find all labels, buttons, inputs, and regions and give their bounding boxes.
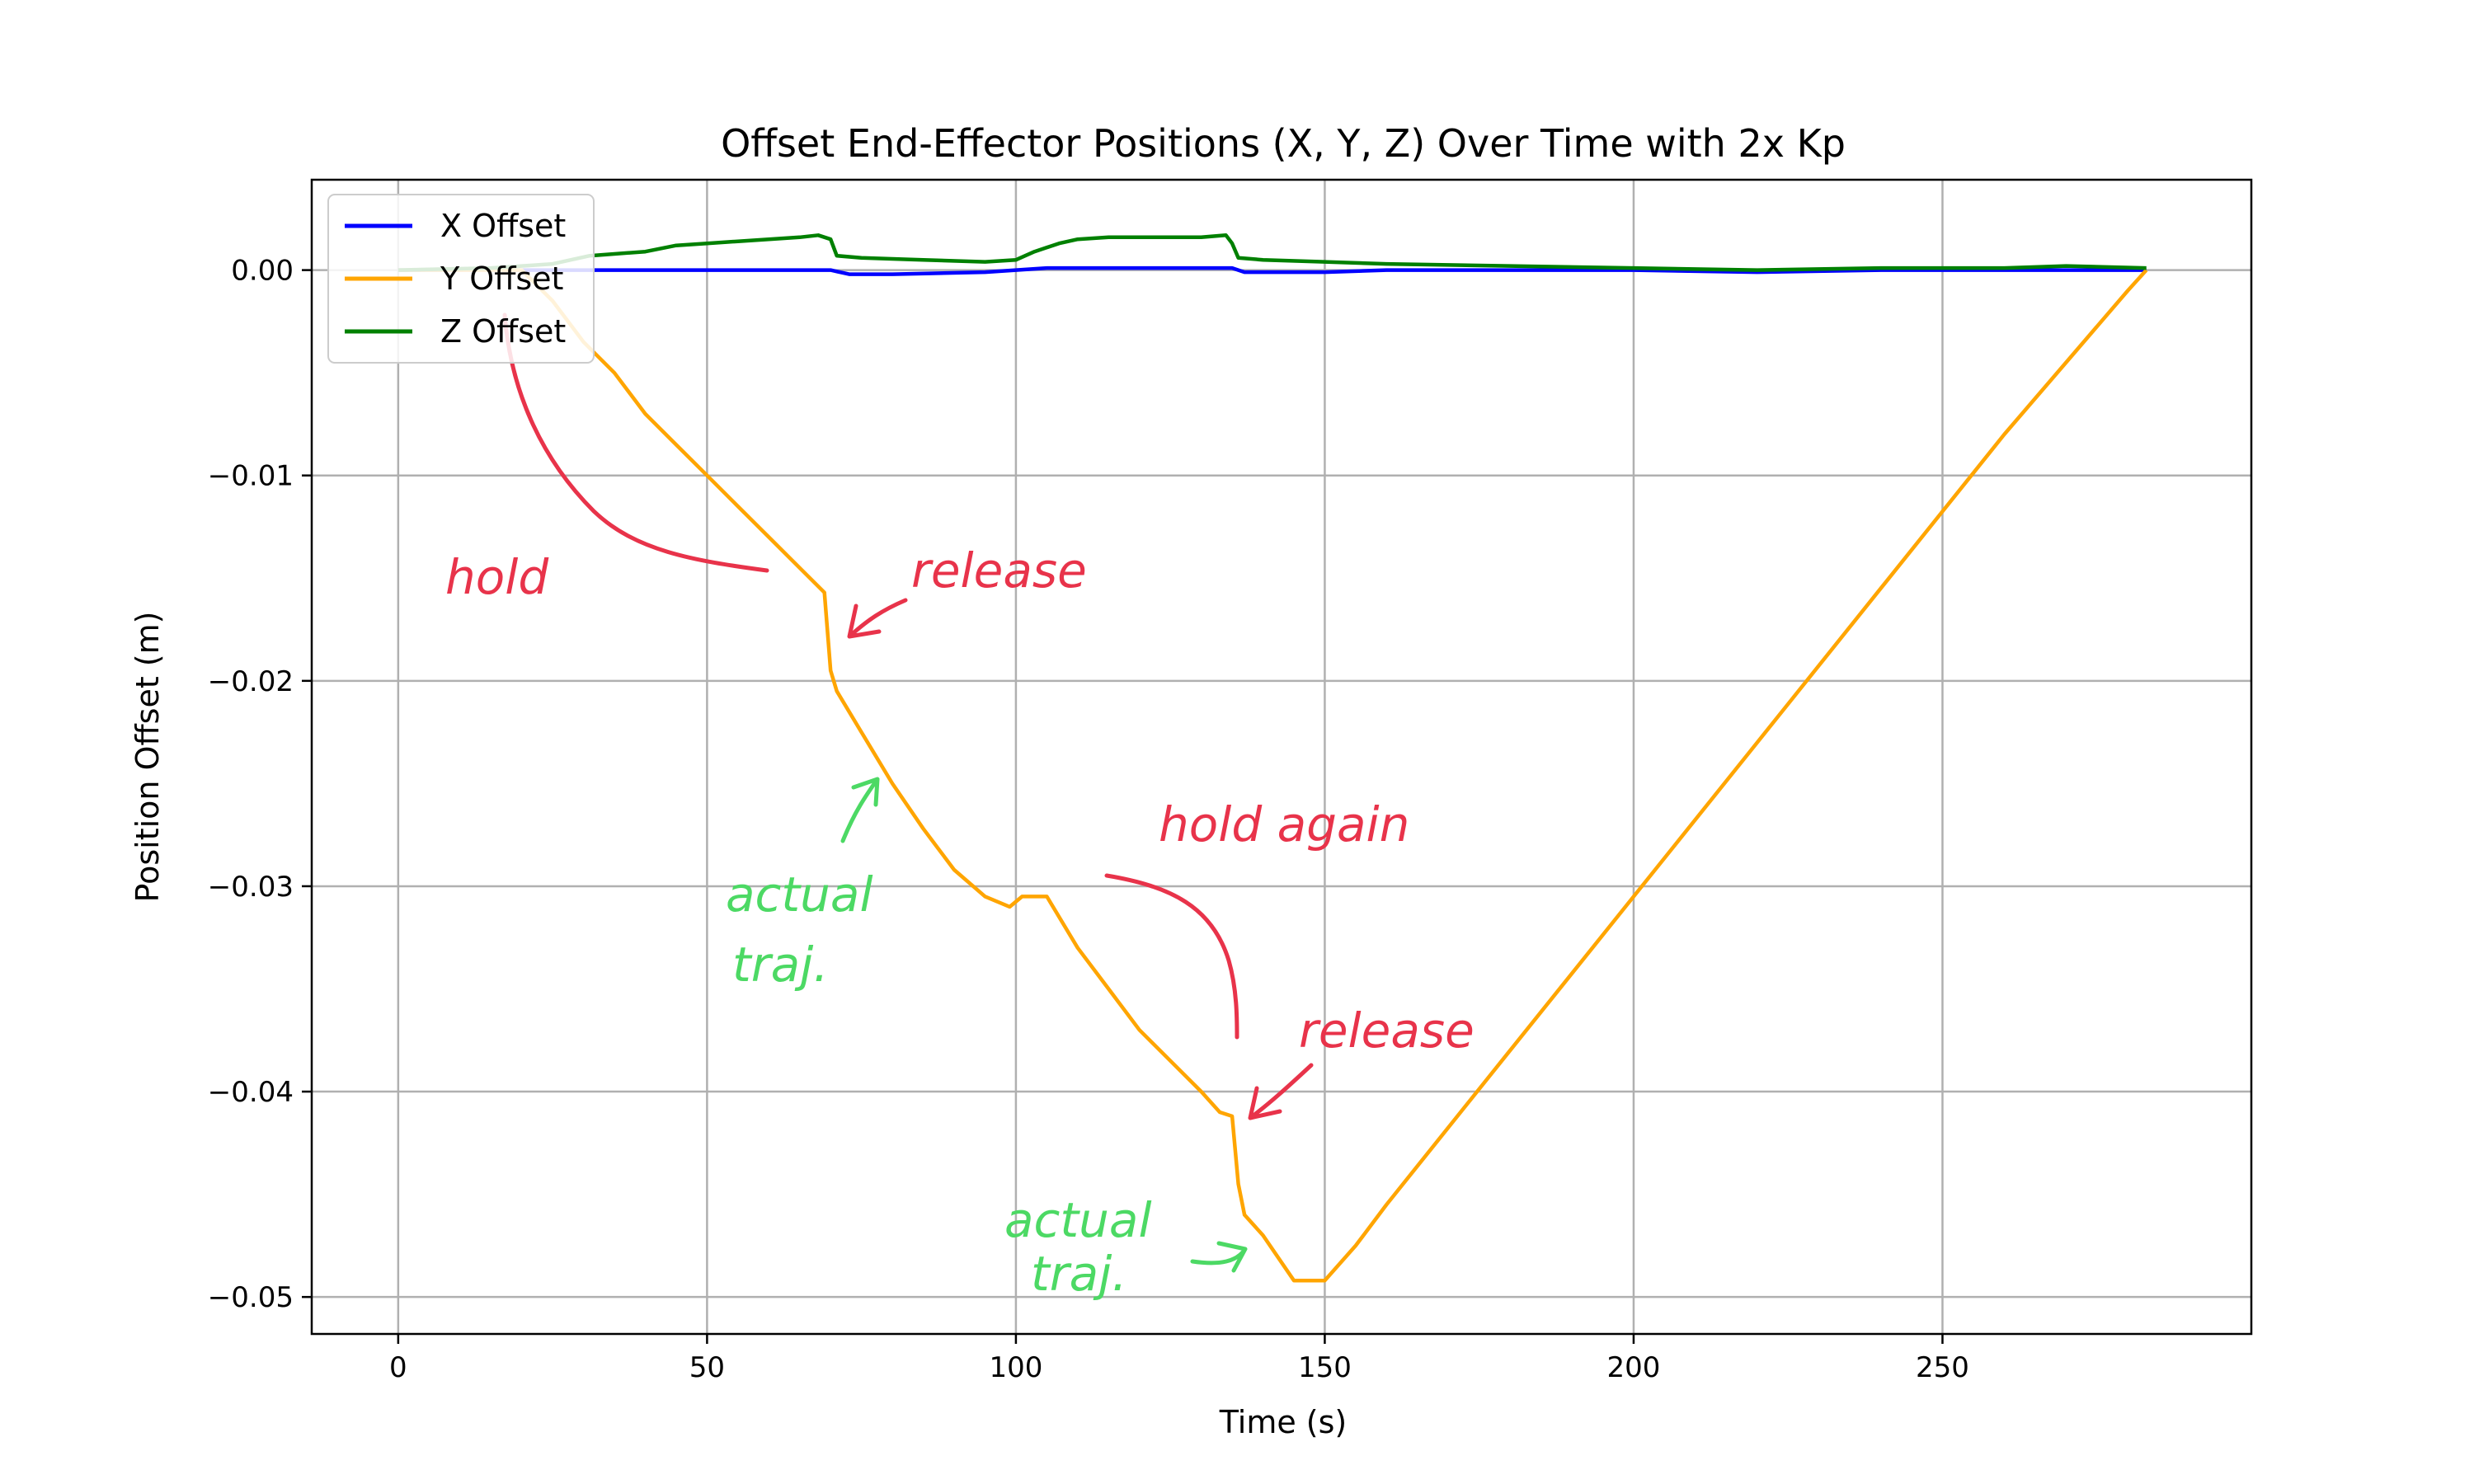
annotation-traj-2: traj. — [1031, 1246, 1127, 1302]
x-tick-label: 0 — [389, 1351, 407, 1384]
annotation-hold-again: hold again — [1159, 796, 1409, 852]
x-offset-line — [397, 265, 2147, 276]
annotation-labels: hold release hold again release actual t… — [445, 542, 1475, 1302]
annotation-release-1: release — [911, 542, 1087, 599]
actual-traj-1-arrow — [840, 777, 880, 843]
annotation-actual-2: actual — [1004, 1192, 1152, 1248]
y-axis-title: Position Offset (m) — [129, 612, 166, 903]
annotation-actual-1: actual — [726, 866, 873, 923]
y-tick-label: −0.04 — [208, 1076, 294, 1109]
y-tick-label: −0.05 — [208, 1281, 294, 1314]
grid — [312, 180, 2251, 1334]
legend-label-x: X Offset — [440, 208, 566, 244]
annotation-release-2: release — [1299, 1003, 1475, 1059]
ticks: 0 50 100 150 200 250 0.00 −0.01 −0.02 −0.03 −0.04 −… — [208, 255, 1969, 1384]
y-tick-label: −0.01 — [208, 460, 294, 493]
legend-label-z: Z Offset — [440, 313, 566, 350]
x-tick-label: 150 — [1298, 1351, 1352, 1384]
y-tick-label: −0.03 — [208, 871, 294, 904]
x-tick-label: 250 — [1916, 1351, 1969, 1384]
x-axis-title: Time (s) — [1219, 1404, 1348, 1440]
hold-again-curve — [1104, 873, 1239, 1040]
y-offset-line — [397, 268, 2148, 1283]
z-offset-line — [397, 233, 2147, 272]
release-2-arrow — [1248, 1063, 1314, 1120]
annotation-hold: hold — [445, 549, 549, 605]
hold-curve — [502, 312, 769, 573]
x-tick-label: 100 — [989, 1351, 1042, 1384]
annotation-traj-1: traj. — [732, 937, 829, 993]
legend: X Offset Y Offset Z Offset — [327, 194, 595, 364]
legend-label-y: Y Offset — [440, 261, 563, 297]
series-layer — [397, 233, 2148, 1283]
chart-title: Offset End-Effector Positions (X, Y, Z) … — [721, 121, 1846, 166]
plot-frame — [310, 178, 2253, 1336]
y-tick-label: −0.02 — [208, 665, 294, 698]
actual-traj-2-arrow — [1190, 1241, 1248, 1273]
x-tick-label: 50 — [689, 1351, 725, 1384]
annotations — [502, 312, 1314, 1273]
x-tick-label: 200 — [1607, 1351, 1661, 1384]
legend-box — [327, 194, 595, 364]
release-1-arrow — [847, 598, 908, 639]
y-tick-label: 0.00 — [231, 255, 294, 288]
